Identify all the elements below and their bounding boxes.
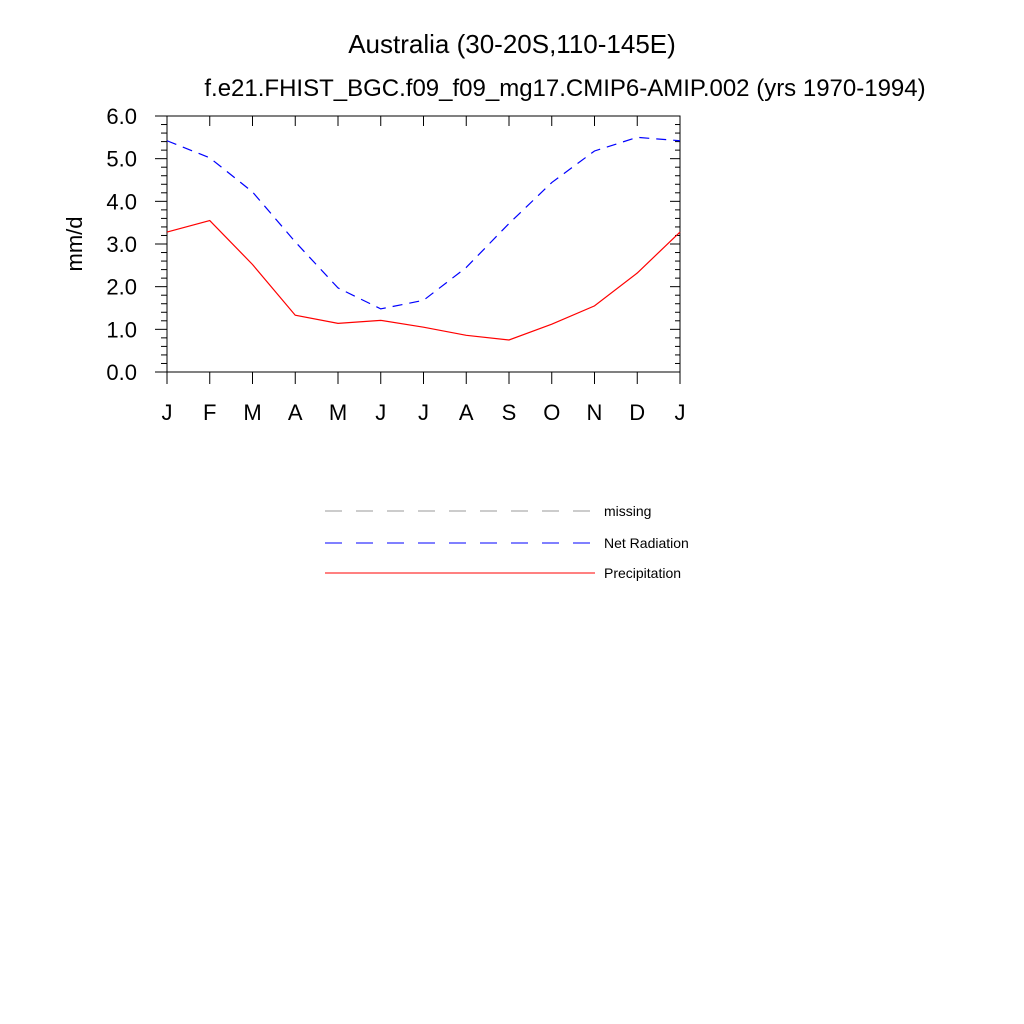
y-tick-label: 4.0 <box>106 189 137 214</box>
x-tick-label: M <box>243 400 261 425</box>
chart-title: Australia (30-20S,110-145E) <box>348 29 676 59</box>
y-tick-label: 6.0 <box>106 104 137 129</box>
x-tick-label: J <box>418 400 429 425</box>
x-tick-label: F <box>203 400 216 425</box>
x-tick-label: M <box>329 400 347 425</box>
chart-subtitle: f.e21.FHIST_BGC.f09_f09_mg17.CMIP6-AMIP.… <box>204 75 925 102</box>
axis-ticks <box>155 115 681 384</box>
series-lines <box>166 136 681 341</box>
plot-frame <box>166 115 681 373</box>
x-tick-label: D <box>629 400 645 425</box>
legend-label: Precipitation <box>604 565 681 581</box>
series-line <box>166 219 681 341</box>
y-tick-label: 0.0 <box>106 360 137 385</box>
x-tick-label: N <box>587 400 603 425</box>
legend-label: missing <box>604 503 651 519</box>
legend: missing Net Radiation Precipitation <box>325 503 689 581</box>
y-tick-label: 5.0 <box>106 147 137 172</box>
series-line <box>166 136 681 310</box>
x-tick-label: S <box>502 400 517 425</box>
y-tick-label: 2.0 <box>106 275 137 300</box>
x-tick-label: A <box>288 400 303 425</box>
legend-label: Net Radiation <box>604 535 689 551</box>
x-tick-label: O <box>543 400 560 425</box>
x-tick-label: J <box>675 400 686 425</box>
y-tick-label: 1.0 <box>106 317 137 342</box>
y-tick-labels: 0.0 1.0 2.0 3.0 4.0 5.0 6.0 <box>106 104 137 385</box>
x-tick-label: J <box>375 400 386 425</box>
x-tick-label: J <box>162 400 173 425</box>
y-axis-label: mm/d <box>62 217 87 272</box>
y-tick-label: 3.0 <box>106 232 137 257</box>
x-tick-label: A <box>459 400 474 425</box>
